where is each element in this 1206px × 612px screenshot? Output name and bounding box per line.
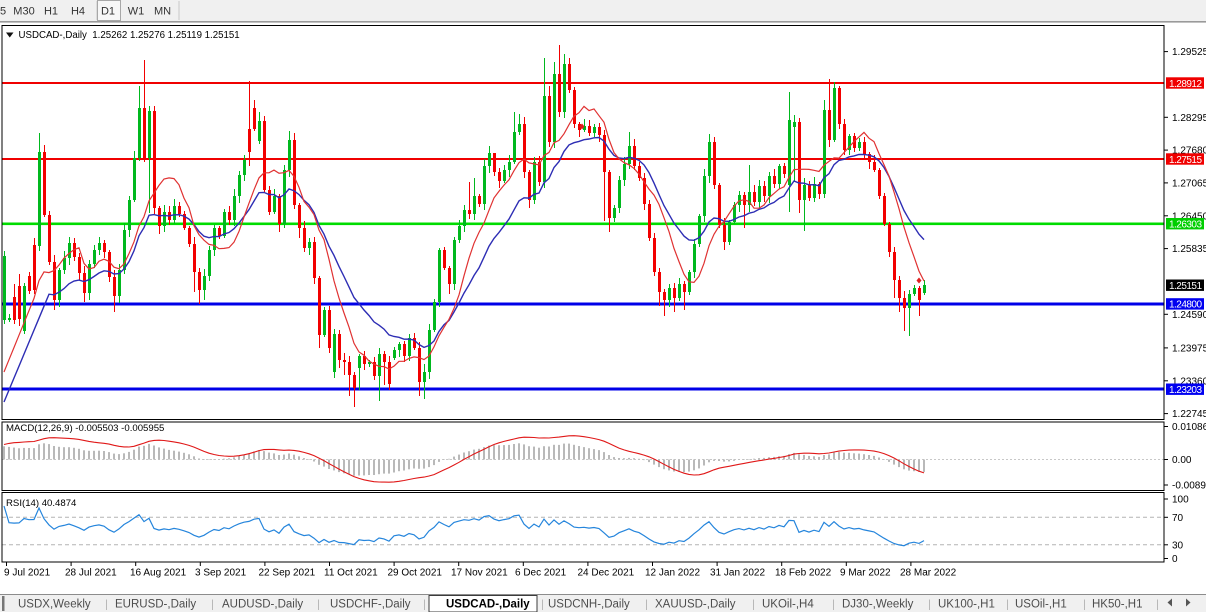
svg-text:H1: H1 (44, 6, 58, 18)
svg-text:29 Oct 2021: 29 Oct 2021 (388, 568, 443, 579)
svg-text:DJ30-,Weekly: DJ30-,Weekly (842, 599, 914, 611)
svg-text:M30: M30 (13, 6, 34, 18)
svg-text:17 Nov 2021: 17 Nov 2021 (451, 568, 508, 579)
svg-text:22 Sep 2021: 22 Sep 2021 (259, 568, 316, 579)
svg-text:|: | (211, 599, 214, 611)
svg-text:UK100-,H1: UK100-,H1 (938, 599, 995, 611)
svg-text:USDCHF-,Daily: USDCHF-,Daily (330, 599, 411, 611)
svg-text:USOil-,H1: USOil-,H1 (1015, 599, 1067, 611)
svg-text:1.26450: 1.26450 (1172, 211, 1206, 222)
svg-text:1.27065: 1.27065 (1172, 178, 1206, 189)
svg-text:9 Jul 2021: 9 Jul 2021 (4, 568, 51, 579)
svg-text:9 Mar 2022: 9 Mar 2022 (840, 568, 891, 579)
svg-text:1.26303: 1.26303 (1169, 220, 1202, 231)
svg-text:D1: D1 (101, 6, 115, 18)
svg-text:1.23360: 1.23360 (1172, 376, 1206, 387)
svg-text:1.23975: 1.23975 (1172, 343, 1206, 354)
svg-text:HK50-,H1: HK50-,H1 (1092, 599, 1143, 611)
svg-text:W1: W1 (128, 6, 145, 18)
svg-text:1.25835: 1.25835 (1172, 244, 1206, 255)
svg-text:USDCAD-,Daily 1.25262 1.25276: USDCAD-,Daily 1.25262 1.25276 1.25119 1.… (19, 30, 240, 41)
svg-text:18 Feb 2022: 18 Feb 2022 (775, 568, 832, 579)
svg-text:AUDUSD-,Daily: AUDUSD-,Daily (222, 599, 303, 611)
svg-text:5: 5 (0, 6, 6, 18)
svg-text:28 Jul 2021: 28 Jul 2021 (65, 568, 117, 579)
svg-text:1.27515: 1.27515 (1169, 155, 1202, 166)
svg-text:USDCNH-,Daily: USDCNH-,Daily (548, 599, 630, 611)
svg-text:-0.008974: -0.008974 (1172, 481, 1206, 492)
svg-text:0: 0 (1172, 554, 1178, 565)
svg-text:3 Sep 2021: 3 Sep 2021 (195, 568, 247, 579)
svg-text:0.010869: 0.010869 (1172, 422, 1206, 433)
svg-text:USDX,Weekly: USDX,Weekly (18, 599, 91, 611)
svg-text:24 Dec 2021: 24 Dec 2021 (578, 568, 635, 579)
svg-text:|: | (1083, 599, 1086, 611)
svg-text:28 Mar 2022: 28 Mar 2022 (900, 568, 957, 579)
svg-text:1.23203: 1.23203 (1169, 385, 1202, 396)
svg-text:USDCAD-,Daily: USDCAD-,Daily (446, 599, 530, 611)
svg-text:1.28912: 1.28912 (1169, 79, 1202, 90)
svg-text:12 Jan 2022: 12 Jan 2022 (645, 568, 700, 579)
svg-text:11 Oct 2021: 11 Oct 2021 (324, 568, 378, 579)
svg-text:70: 70 (1172, 513, 1184, 524)
svg-text:|: | (1006, 599, 1009, 611)
svg-text:UKOil-,H4: UKOil-,H4 (762, 599, 814, 611)
svg-text:1.28295: 1.28295 (1172, 113, 1206, 124)
svg-text:1.22745: 1.22745 (1172, 409, 1206, 420)
svg-text:31 Jan 2022: 31 Jan 2022 (710, 568, 765, 579)
svg-text:|: | (752, 599, 755, 611)
svg-text:30: 30 (1172, 540, 1184, 551)
svg-text:|: | (423, 599, 426, 611)
svg-text:|: | (105, 599, 108, 611)
svg-text:|: | (1156, 599, 1159, 611)
svg-text:MN: MN (154, 6, 171, 18)
svg-text:1.27680: 1.27680 (1172, 146, 1206, 157)
svg-text:6 Dec 2021: 6 Dec 2021 (515, 568, 567, 579)
svg-text:1.29525: 1.29525 (1172, 47, 1206, 58)
svg-text:RSI(14) 40.4874: RSI(14) 40.4874 (6, 498, 77, 509)
svg-text:MACD(12,26,9) -0.005503 -0.005: MACD(12,26,9) -0.005503 -0.005955 (6, 423, 164, 434)
svg-text:0.00: 0.00 (1172, 455, 1192, 466)
svg-text:|: | (645, 599, 648, 611)
svg-text:H4: H4 (71, 6, 85, 18)
svg-text:EURUSD-,Daily: EURUSD-,Daily (115, 599, 196, 611)
svg-text:|: | (317, 599, 320, 611)
svg-text:1.24590: 1.24590 (1172, 310, 1206, 321)
svg-text:XAUUSD-,Daily: XAUUSD-,Daily (655, 599, 736, 611)
svg-text:1.25151: 1.25151 (1169, 281, 1202, 292)
svg-text:1.24800: 1.24800 (1169, 300, 1202, 311)
svg-text:|: | (928, 599, 931, 611)
svg-text:16 Aug 2021: 16 Aug 2021 (130, 568, 187, 579)
svg-text:|: | (832, 599, 835, 611)
svg-text:|: | (541, 599, 544, 611)
svg-text:100: 100 (1172, 495, 1189, 506)
